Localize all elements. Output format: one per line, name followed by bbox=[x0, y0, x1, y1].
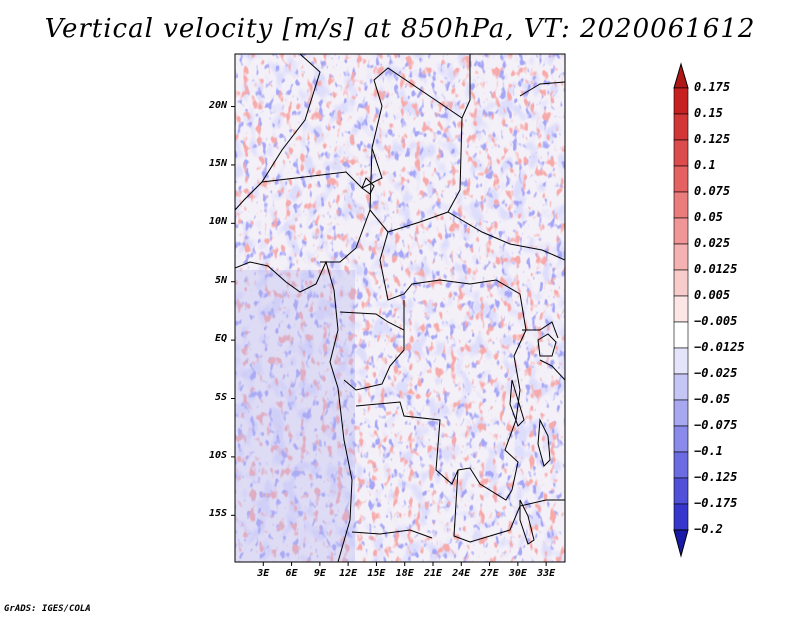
colorbar-level-label: −0.125 bbox=[694, 470, 738, 484]
colorbar-bottom-arrow bbox=[673, 529, 689, 558]
border-line bbox=[519, 81, 565, 97]
coastline bbox=[235, 260, 353, 562]
border-line bbox=[447, 117, 565, 261]
border-line bbox=[457, 293, 527, 501]
colorbar-swatch bbox=[673, 87, 689, 115]
grads-credit: GrADS: IGES/COLA bbox=[4, 604, 91, 614]
colorbar-swatch bbox=[673, 217, 689, 245]
colorbar-swatch bbox=[673, 451, 689, 479]
lon-tick-label: 9E bbox=[313, 568, 326, 579]
colorbar-level-label: 0.125 bbox=[694, 132, 731, 146]
colorbar-level-label: 0.1 bbox=[694, 158, 716, 172]
border-line bbox=[379, 231, 521, 301]
border-line bbox=[320, 147, 373, 263]
colorbar-swatch bbox=[673, 165, 689, 193]
lat-tick-label: 20N bbox=[208, 99, 227, 111]
ocean-tint bbox=[235, 270, 355, 562]
border-line bbox=[522, 321, 559, 339]
lon-tick-label: 15E bbox=[367, 568, 386, 579]
lon-tick-label: 12E bbox=[339, 568, 358, 579]
colorbar-level-label: 0.075 bbox=[694, 184, 731, 198]
colorbar-level-label: −0.005 bbox=[694, 314, 738, 328]
lat-tick-marks bbox=[231, 106, 235, 516]
colorbar-level-label: 0.15 bbox=[694, 106, 723, 120]
lat-tick-label: 15N bbox=[208, 157, 227, 169]
colorbar-level-label: −0.2 bbox=[694, 522, 723, 536]
lat-tick-label: 5S bbox=[214, 391, 227, 403]
lat-tick-label: 10S bbox=[208, 449, 227, 461]
colorbar-swatch bbox=[673, 191, 689, 219]
boundary-lines bbox=[235, 54, 565, 562]
border-line bbox=[539, 359, 565, 381]
colorbar-swatch bbox=[673, 113, 689, 141]
colorbar-swatch bbox=[673, 425, 689, 453]
colorbar-level-label: 0.0125 bbox=[694, 262, 738, 276]
lon-tick-label: 6E bbox=[285, 568, 298, 579]
lake bbox=[537, 333, 557, 357]
colorbar-swatch bbox=[673, 399, 689, 427]
border-line bbox=[351, 529, 433, 539]
lon-tick-label: 18E bbox=[395, 568, 414, 579]
lat-tick-label: 5N bbox=[214, 274, 227, 286]
border-line bbox=[235, 54, 321, 211]
colorbar-level-label: 0.175 bbox=[694, 80, 731, 94]
colorbar-level-label: 0.025 bbox=[694, 236, 731, 250]
border-line bbox=[355, 401, 565, 543]
colorbar-level-label: −0.025 bbox=[694, 366, 738, 380]
lon-tick-label: 27E bbox=[480, 568, 499, 579]
lon-tick-marks bbox=[262, 562, 547, 566]
colorbar-level-label: −0.1 bbox=[694, 444, 723, 458]
colorbar bbox=[673, 62, 689, 558]
velocity-field bbox=[235, 54, 565, 562]
field-red-layer bbox=[235, 54, 565, 562]
lake bbox=[519, 499, 535, 545]
lon-tick-label: 30E bbox=[508, 568, 527, 579]
lon-tick-label: 21E bbox=[423, 568, 443, 579]
colorbar-level-label: 0.005 bbox=[694, 288, 731, 302]
lat-tick-label: EQ bbox=[214, 333, 227, 345]
colorbar-top-arrow bbox=[673, 62, 689, 89]
lat-tick-label: 10N bbox=[208, 216, 227, 228]
colorbar-swatch bbox=[673, 243, 689, 271]
lake bbox=[361, 177, 375, 195]
plot-frame bbox=[234, 53, 566, 563]
colorbar-level-label: −0.05 bbox=[694, 392, 731, 406]
lon-tick-label: 33E bbox=[537, 568, 556, 579]
colorbar-swatch bbox=[673, 347, 689, 375]
border-line bbox=[261, 54, 471, 189]
lon-tick-label: 3E bbox=[257, 568, 270, 579]
lake bbox=[537, 418, 551, 467]
colorbar-level-label: −0.0125 bbox=[694, 340, 745, 354]
colorbar-swatch bbox=[673, 373, 689, 401]
colorbar-swatch bbox=[673, 295, 689, 323]
colorbar-swatch bbox=[673, 269, 689, 297]
lon-tick-label: 24E bbox=[452, 568, 471, 579]
border-line bbox=[369, 209, 449, 233]
lake bbox=[509, 379, 525, 427]
colorbar-level-label: −0.075 bbox=[694, 418, 738, 432]
colorbar-swatch bbox=[673, 503, 689, 531]
colorbar-swatch bbox=[673, 321, 689, 349]
border-line bbox=[339, 311, 405, 391]
colorbar-swatch bbox=[673, 139, 689, 167]
lat-tick-label: 15S bbox=[208, 508, 227, 520]
colorbar-swatch bbox=[673, 477, 689, 505]
colorbar-level-label: 0.05 bbox=[694, 210, 723, 224]
colorbar-level-label: −0.175 bbox=[694, 496, 738, 510]
map-title: Vertical velocity [m/s] at 850hPa, VT: 2… bbox=[44, 14, 756, 44]
